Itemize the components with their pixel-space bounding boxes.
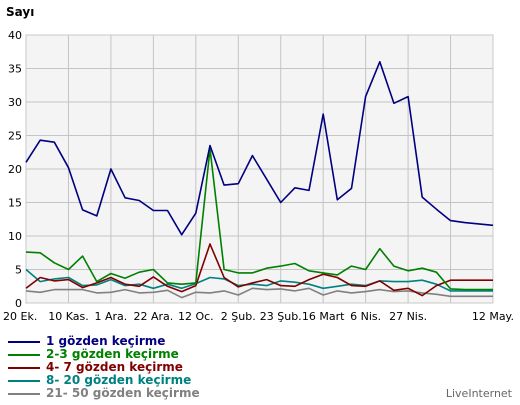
- x-tick-label: 16 Mart: [302, 310, 345, 323]
- legend-label: 1 gözden keçirme: [46, 334, 166, 348]
- x-tick-label: 2 Şub.: [221, 310, 256, 323]
- y-tick-label: 5: [15, 264, 22, 277]
- x-tick-label: 6 Nis.: [350, 310, 381, 323]
- legend-swatch: [8, 366, 40, 369]
- brand-label: LiveInternet: [445, 387, 512, 400]
- legend-label: 21- 50 gözden keçirme: [46, 386, 200, 400]
- x-tick-label: 20 Ek.: [3, 310, 37, 323]
- legend-item: 4- 7 gözden keçirme: [8, 361, 200, 374]
- legend-swatch: [8, 353, 40, 356]
- series-line: [25, 243, 493, 297]
- x-tick-labels: 20 Ek. 10 Kas. 1 Ara. 22 Ara. 12 Oc. 2 Şub. 23…: [3, 310, 514, 323]
- y-tick-label: 40: [8, 29, 22, 42]
- series-line: [25, 148, 493, 291]
- x-tick-label: 22 Ara.: [133, 310, 173, 323]
- legend-swatch: [8, 340, 40, 343]
- legend: 1 gözden keçirme 2-3 gözden keçirme 4- 7…: [8, 335, 200, 400]
- series-line: [25, 268, 493, 292]
- legend-label: 2-3 gözden keçirme: [46, 347, 179, 361]
- legend-item: 1 gözden keçirme: [8, 335, 200, 348]
- y-tick-label: 10: [8, 230, 22, 243]
- y-tick-label: 15: [8, 197, 22, 210]
- legend-item: 21- 50 gözden keçirme: [8, 387, 200, 400]
- series-line: [25, 60, 494, 236]
- legend-item: 2-3 gözden keçirme: [8, 348, 200, 361]
- legend-label: 4- 7 gözden keçirme: [46, 360, 183, 374]
- y-tick-label: 25: [8, 130, 22, 143]
- series-lines: [25, 60, 494, 299]
- y-tick-label: 0: [15, 297, 22, 310]
- x-tick-label: 12 May.: [472, 310, 514, 323]
- legend-item: 8- 20 gözden keçirme: [8, 374, 200, 387]
- y-axis-label: Sayı: [6, 5, 34, 19]
- x-tick-label: 1 Ara.: [95, 310, 128, 323]
- y-tick-label: 35: [8, 63, 22, 76]
- y-tick-label: 20: [8, 163, 22, 176]
- x-tick-label: 27 Nis.: [389, 310, 427, 323]
- legend-swatch: [8, 392, 40, 395]
- x-tick-label: 10 Kas.: [48, 310, 88, 323]
- x-tick-label: 12 Oc.: [178, 310, 214, 323]
- legend-swatch: [8, 379, 40, 382]
- legend-label: 8- 20 gözden keçirme: [46, 373, 192, 387]
- x-tick-label: 23 Şub.: [260, 310, 302, 323]
- y-tick-label: 30: [8, 96, 22, 109]
- y-tick-labels: 0 5 10 15 20 25 30 35 40: [8, 29, 22, 310]
